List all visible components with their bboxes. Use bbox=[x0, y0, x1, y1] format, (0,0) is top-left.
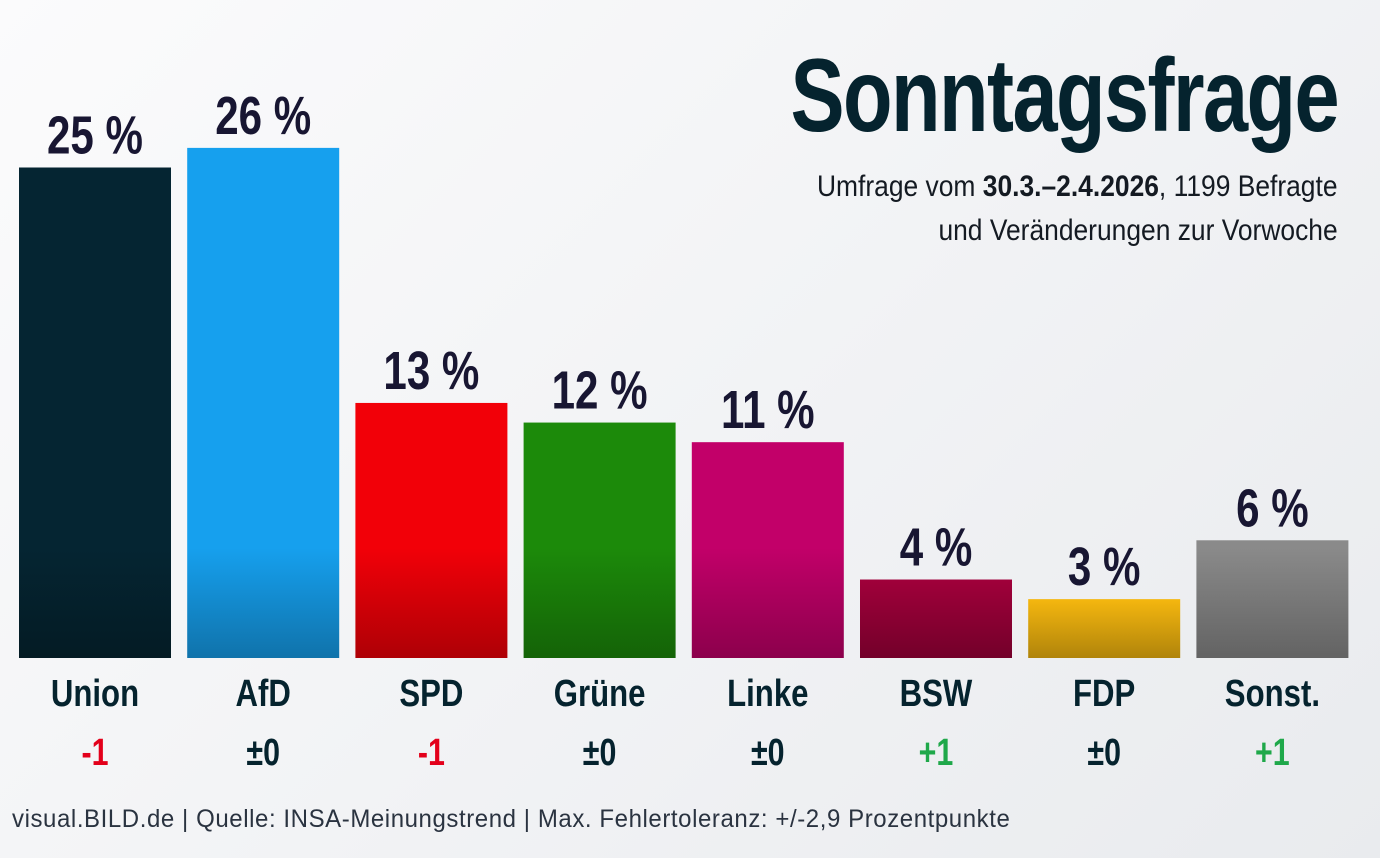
value-label-spd: 13 % bbox=[383, 341, 479, 401]
change-label-afd: ±0 bbox=[246, 732, 280, 774]
source-footer: visual.BILD.de | Quelle: INSA-Meinungstr… bbox=[12, 805, 1011, 833]
change-label-fdp: ±0 bbox=[1087, 732, 1121, 774]
category-label-sonst: Sonst. bbox=[1225, 673, 1320, 715]
category-label-linke: Linke bbox=[727, 673, 808, 715]
value-label-union: 25 % bbox=[47, 106, 143, 166]
bar-bsw bbox=[860, 579, 1012, 658]
category-label-union: Union bbox=[51, 673, 139, 715]
chart-title: Sonntagsfrage bbox=[790, 38, 1339, 154]
category-label-bsw: BSW bbox=[900, 673, 973, 715]
value-label-afd: 26 % bbox=[215, 86, 311, 146]
value-label-grüne: 12 % bbox=[552, 361, 648, 421]
survey-date: 30.3.–2.4.2026 bbox=[983, 170, 1160, 203]
bars-group bbox=[19, 147, 1349, 658]
value-label-fdp: 3 % bbox=[1068, 537, 1141, 597]
change-label-sonst: +1 bbox=[1255, 732, 1290, 774]
chart-subtitle-line2: und Veränderungen zur Vorwoche bbox=[938, 214, 1338, 247]
chart-subtitle: Umfrage vom 30.3.–2.4.2026, 1199 Befragt… bbox=[817, 170, 1338, 204]
bar-afd bbox=[187, 147, 340, 658]
category-label-afd: AfD bbox=[236, 673, 291, 715]
bar-fdp bbox=[1028, 599, 1181, 658]
bar-grüne bbox=[523, 422, 676, 658]
change-label-linke: ±0 bbox=[751, 732, 785, 774]
value-label-bsw: 4 % bbox=[900, 518, 973, 578]
subtitle-prefix: Umfrage vom bbox=[817, 170, 984, 203]
bar-linke bbox=[691, 442, 844, 658]
category-label-fdp: FDP bbox=[1073, 673, 1135, 715]
bar-chart: 25 % Union -1 26 % AfD ±0 13 % SPD -1 12 % Grüne ±0… bbox=[19, 86, 1349, 774]
bar-sonst bbox=[1196, 540, 1349, 658]
bar-spd bbox=[355, 402, 508, 658]
change-label-grüne: ±0 bbox=[583, 732, 617, 774]
value-label-linke: 11 % bbox=[721, 380, 815, 440]
labels-group: 25 % Union -1 26 % AfD ±0 13 % SPD -1 12 % Grüne ±0… bbox=[47, 86, 1320, 774]
change-label-bsw: +1 bbox=[919, 732, 954, 774]
category-label-spd: SPD bbox=[399, 673, 463, 715]
bar-union bbox=[19, 167, 171, 658]
value-label-sonst: 6 % bbox=[1236, 478, 1309, 538]
change-label-union: -1 bbox=[81, 732, 108, 774]
change-label-spd: -1 bbox=[418, 732, 445, 774]
subtitle-suffix: , 1199 Befragte bbox=[1159, 170, 1338, 203]
category-label-grüne: Grüne bbox=[554, 673, 646, 715]
